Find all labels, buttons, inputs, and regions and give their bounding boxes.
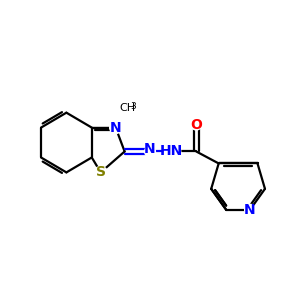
Text: N: N [244,203,256,217]
Text: CH: CH [119,103,135,113]
Ellipse shape [245,204,255,215]
Text: N: N [110,121,122,135]
Text: HN: HN [160,145,183,158]
Ellipse shape [110,122,122,134]
Text: 3: 3 [130,102,136,111]
Ellipse shape [94,167,107,178]
Text: S: S [96,165,106,179]
Ellipse shape [145,146,155,157]
Text: N: N [144,142,156,156]
Ellipse shape [164,146,181,158]
Text: O: O [190,118,202,132]
Ellipse shape [191,119,202,130]
